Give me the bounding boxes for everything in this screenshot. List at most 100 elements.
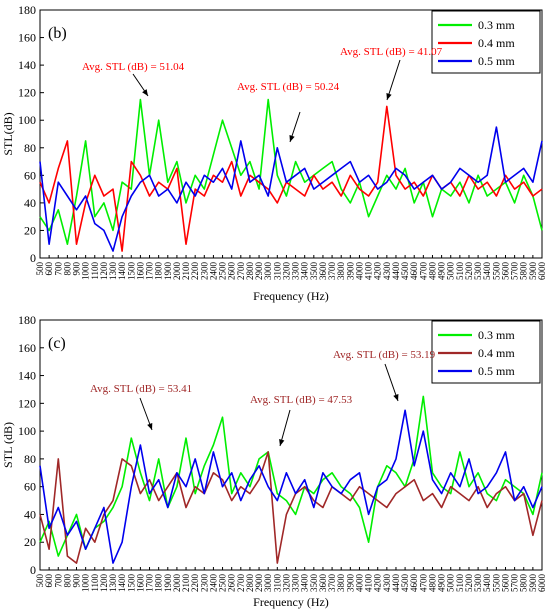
panel-c-x-tick-label: 3800 — [336, 574, 346, 593]
panel-b-x-tick-label: 800 — [62, 262, 72, 276]
panel-c-x-tick-label: 4900 — [437, 574, 447, 593]
panel-c-x-tick-label: 1800 — [154, 574, 164, 593]
panel-c-x-tick-label: 1700 — [145, 574, 155, 593]
panel-c-x-tick-label: 2600 — [227, 574, 237, 593]
panel-b-series-line-3 — [39, 126, 543, 252]
panel-c-annotation-arrow-3 — [384, 363, 399, 402]
panel-c-y-tick-label: 140 — [18, 369, 36, 383]
panel-b-y-tick-label: 120 — [18, 86, 36, 100]
panel-c-y-tick-label: 80 — [24, 452, 36, 466]
panel-c-x-tick-label: 2200 — [190, 574, 200, 593]
panel-c-x-tick-label: 3100 — [272, 574, 282, 593]
panel-c-x-tick-label: 2100 — [181, 574, 191, 593]
panel-c-x-tick-label: 5600 — [500, 574, 510, 593]
panel-b-annotation-arrow-3 — [386, 59, 401, 101]
panel-c-x-tick-label: 1300 — [108, 574, 118, 593]
panel-c-label: (c) — [48, 335, 66, 352]
panel-c-y-tick-label: 20 — [24, 535, 36, 549]
panel-b-y-tick-label: 60 — [24, 168, 36, 182]
panel-c-x-tick-label: 4700 — [418, 574, 428, 593]
panel-b-x-tick-label: 600 — [44, 262, 54, 276]
panel-b-x-tick-label: 3600 — [318, 262, 328, 281]
panel-c-x-tick-label: 2400 — [208, 574, 218, 593]
panel-b-annotation-arrowhead-2 — [289, 135, 295, 142]
panel-b-legend-label-1: 0.3 mm — [478, 18, 515, 32]
panel-c-y-tick-label: 0 — [30, 563, 36, 577]
panel-c-x-tick-label: 6000 — [537, 574, 547, 593]
panel-b-x-tick-label: 2000 — [172, 262, 182, 281]
panel-c-x-tick-label: 4200 — [373, 574, 383, 593]
panel-c-x-tick-label: 5400 — [482, 574, 492, 593]
panel-c-series-line-2 — [39, 451, 543, 564]
panel-b-x-tick-label: 2500 — [218, 262, 228, 281]
panel-c-legend-label-3: 0.5 mm — [478, 364, 515, 378]
panel-c-x-tick-label: 1900 — [163, 574, 173, 593]
panel-b-x-tick-label: 3900 — [345, 262, 355, 281]
panel-b-annotation-1: Avg. STL (dB) = 51.04 — [82, 61, 185, 73]
panel-b-x-tick-label: 5100 — [455, 262, 465, 281]
panel-c-x-tick-label: 2500 — [218, 574, 228, 593]
panel-c-y-tick-label: 40 — [24, 507, 36, 521]
panel-c-x-tick-label: 1100 — [90, 574, 100, 592]
panel-c-x-tick-label: 4100 — [364, 574, 374, 593]
panel-b-legend-label-2: 0.4 mm — [478, 36, 515, 50]
panel-b-x-tick-label: 1400 — [117, 262, 127, 281]
panel-c-x-tick-label: 4400 — [391, 574, 401, 593]
panel-b-x-tick-label: 2700 — [236, 262, 246, 281]
panel-b-x-tick-label: 2100 — [181, 262, 191, 281]
panel-b-x-tick-label: 3300 — [291, 262, 301, 281]
panel-c-x-tick-label: 3200 — [281, 574, 291, 593]
panel-b-x-tick-label: 4200 — [373, 262, 383, 281]
panel-b-y-tick-label: 0 — [30, 251, 36, 265]
panel-b-x-tick-label: 4100 — [364, 262, 374, 281]
panel-b-label: (b) — [48, 25, 67, 42]
panel-b-x-tick-label: 5600 — [500, 262, 510, 281]
panel-c-annotation-arrowhead-3 — [393, 394, 399, 401]
panel-b-series-line-2 — [39, 105, 543, 252]
panel-c-x-tick-label: 2000 — [172, 574, 182, 593]
panel-c-x-tick-label: 1600 — [135, 574, 145, 593]
panel-c-x-tick-label: 500 — [35, 574, 45, 588]
panel-c-x-tick-label: 3900 — [345, 574, 355, 593]
panel-c-x-tick-label: 1400 — [117, 574, 127, 593]
panel-b-x-tick-label: 1200 — [99, 262, 109, 281]
panel-b-annotation-2: Avg. STL (dB) = 50.24 — [237, 81, 340, 93]
panel-b-x-tick-label: 4000 — [354, 262, 364, 281]
panel-b-plot-frame — [39, 9, 543, 259]
panel-b-x-axis-title: Frequency (Hz) — [253, 289, 329, 303]
panel-b-x-tick-label: 2400 — [208, 262, 218, 281]
panel-c-y-tick-label: 180 — [18, 313, 36, 327]
panel-b-x-tick-label: 3700 — [327, 262, 337, 281]
panel-b-x-tick-label: 1800 — [154, 262, 164, 281]
panel-b-x-tick-label: 4800 — [427, 262, 437, 281]
panel-b-y-tick-label: 40 — [24, 196, 36, 210]
panel-c-x-tick-label: 900 — [72, 574, 82, 588]
panel-c-annotation-arrowhead-1 — [147, 423, 153, 430]
panel-c-x-tick-label: 800 — [62, 574, 72, 588]
panel-c-x-tick-label: 2700 — [236, 574, 246, 593]
panel-c-x-tick-label: 2300 — [199, 574, 209, 593]
panel-b-annotation-3: Avg. STL (dB) = 41.07 — [340, 46, 443, 58]
panel-b-x-tick-label: 5800 — [519, 262, 529, 281]
panel-b-x-tick-label: 4900 — [437, 262, 447, 281]
panel-c-x-tick-label: 5900 — [528, 574, 538, 593]
panel-c-x-tick-label: 5000 — [446, 574, 456, 593]
panel-b-x-tick-label: 4500 — [400, 262, 410, 281]
panel-b-y-tick-label: 100 — [18, 113, 36, 127]
panel-b-x-tick-label: 4600 — [409, 262, 419, 281]
panel-c-x-tick-label: 5700 — [510, 574, 520, 593]
panel-b-x-tick-label: 2800 — [245, 262, 255, 281]
panel-c-x-tick-label: 5100 — [455, 574, 465, 593]
panel-b-x-tick-label: 1000 — [81, 262, 91, 281]
panel-c-x-tick-label: 4000 — [354, 574, 364, 593]
panel-c-annotation-arrowhead-2 — [279, 439, 285, 446]
panel-c-legend-label-2: 0.4 mm — [478, 346, 515, 360]
panel-b-x-tick-label: 6000 — [537, 262, 547, 281]
panel-b-x-tick-label: 3500 — [309, 262, 319, 281]
panel-b-x-tick-label: 5300 — [473, 262, 483, 281]
panel-c-x-tick-label: 1500 — [126, 574, 136, 593]
panel-c-x-tick-label: 5200 — [464, 574, 474, 593]
panel-b-series-line-1 — [39, 98, 543, 245]
panel-c-y-tick-label: 120 — [18, 396, 36, 410]
